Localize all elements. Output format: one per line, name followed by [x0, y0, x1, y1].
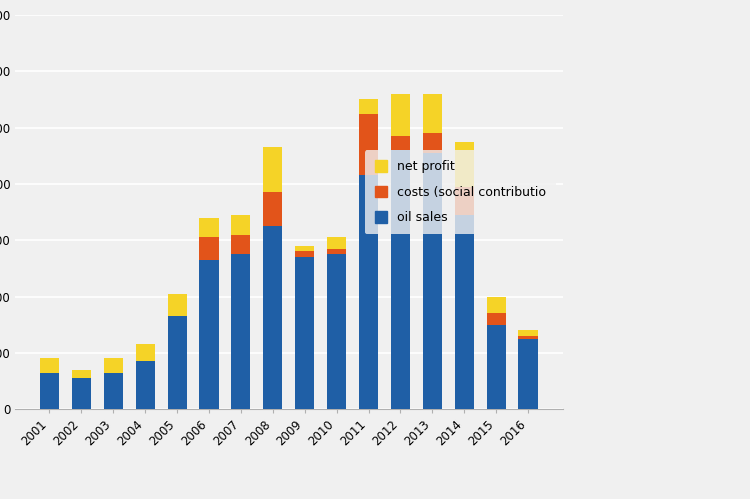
Bar [391, 150, 410, 409]
Bar [200, 238, 218, 260]
Bar [454, 187, 474, 215]
Bar [423, 133, 442, 153]
Bar [40, 373, 59, 409]
Bar [391, 94, 410, 136]
Bar [263, 226, 282, 409]
Bar [327, 254, 346, 409]
Bar [518, 336, 538, 339]
Bar [359, 176, 378, 409]
Bar [263, 147, 282, 193]
Bar [136, 361, 154, 409]
Bar [200, 260, 218, 409]
Bar [359, 99, 378, 114]
Bar [104, 373, 123, 409]
Bar [487, 313, 506, 325]
Bar [72, 378, 91, 409]
Bar [359, 114, 378, 176]
Bar [423, 94, 442, 133]
Bar [296, 246, 314, 251]
Bar [487, 325, 506, 409]
Bar [263, 193, 282, 226]
Bar [231, 254, 251, 409]
Bar [296, 251, 314, 257]
Bar [40, 358, 59, 373]
Bar [487, 296, 506, 313]
Bar [72, 370, 91, 378]
Bar [391, 136, 410, 150]
Bar [231, 215, 251, 235]
Bar [454, 142, 474, 187]
Bar [231, 235, 251, 254]
Bar [423, 153, 442, 409]
Legend: net profit, costs (social contributio, oil sales: net profit, costs (social contributio, o… [364, 150, 556, 235]
Bar [104, 358, 123, 373]
Bar [136, 344, 154, 361]
Bar [454, 215, 474, 409]
Bar [167, 316, 187, 409]
Bar [327, 249, 346, 254]
Bar [518, 339, 538, 409]
Bar [518, 330, 538, 336]
Bar [296, 257, 314, 409]
Bar [167, 294, 187, 316]
Bar [200, 218, 218, 238]
Bar [327, 238, 346, 249]
